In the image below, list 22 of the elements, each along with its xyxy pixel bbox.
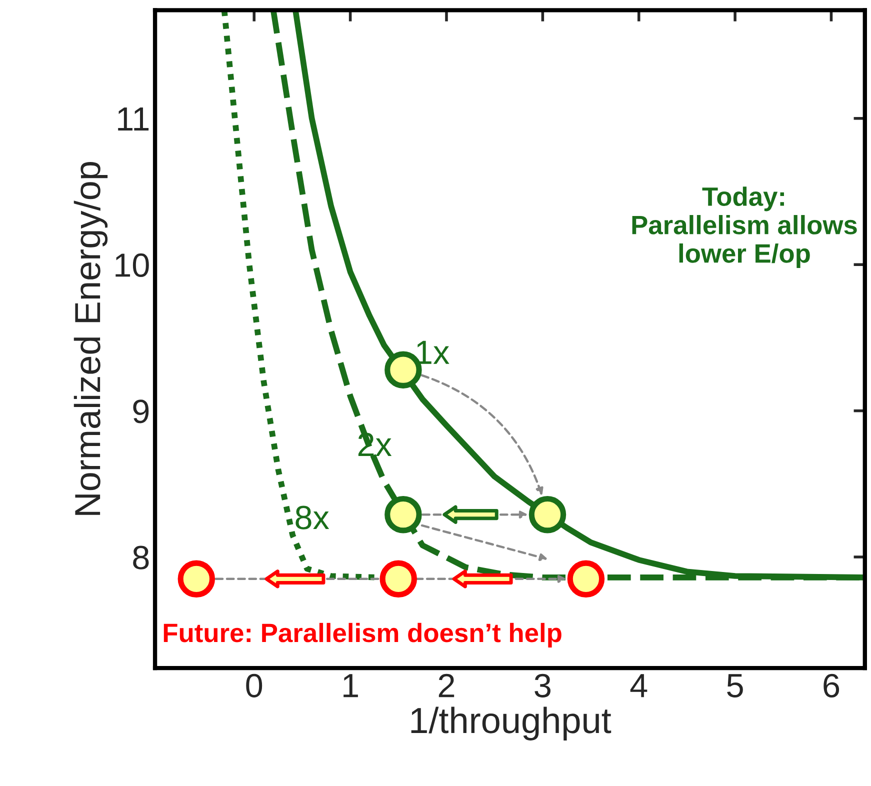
point [178,560,216,598]
x-tick-label: 0 [246,674,262,698]
annotation: Today: Parallelism allows lower E/op [632,186,857,268]
x-tick-label: 6 [824,674,840,698]
x-tick-label: 4 [630,674,648,698]
point [380,560,418,598]
annotation: Future: Parallelism doesn’t help [164,622,562,648]
point [567,560,605,598]
x-tick-label: 3 [534,674,550,698]
y-tick-label: 10 [116,253,149,278]
point [384,496,422,534]
series-label: 8x [296,506,330,530]
y-axis-title: Normalized Energy/op [74,162,108,515]
series-label: 1x [417,340,450,364]
x-tick-label: 5 [727,674,743,698]
x-axis-title: 1/throughput [411,706,612,740]
point [528,496,566,534]
x-tick-label: 1 [344,674,358,698]
x-tick-label: 2 [438,674,454,698]
y-tick-label: 8 [133,546,149,570]
y-tick-label: 11 [118,108,149,130]
y-tick-label: 9 [133,400,149,424]
